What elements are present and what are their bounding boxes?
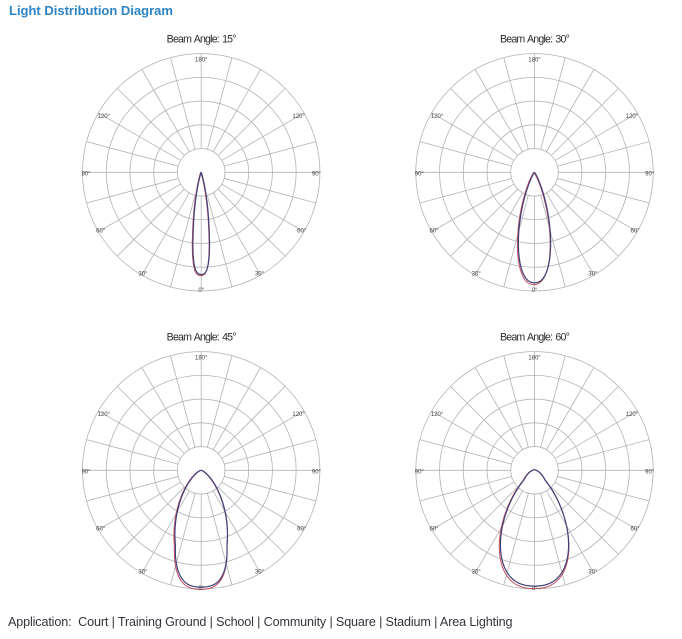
svg-text:Beam Angle: 30°: Beam Angle: 30° bbox=[500, 34, 570, 46]
svg-text:30°: 30° bbox=[472, 271, 482, 277]
svg-text:90°: 90° bbox=[415, 469, 425, 475]
svg-text:120°: 120° bbox=[431, 412, 444, 418]
svg-text:30°: 30° bbox=[255, 271, 265, 277]
svg-text:90°: 90° bbox=[81, 469, 91, 475]
svg-text:120°: 120° bbox=[626, 412, 639, 418]
svg-text:120°: 120° bbox=[292, 114, 305, 120]
svg-text:120°: 120° bbox=[98, 114, 111, 120]
svg-text:0°: 0° bbox=[532, 586, 538, 592]
svg-text:180°: 180° bbox=[528, 355, 541, 361]
svg-text:60°: 60° bbox=[630, 526, 640, 532]
svg-text:60°: 60° bbox=[429, 228, 439, 234]
svg-text:120°: 120° bbox=[626, 114, 639, 120]
svg-text:60°: 60° bbox=[96, 228, 106, 234]
svg-text:90°: 90° bbox=[415, 171, 425, 177]
svg-text:0°: 0° bbox=[198, 586, 204, 592]
svg-text:60°: 60° bbox=[297, 526, 307, 532]
svg-text:0°: 0° bbox=[198, 288, 204, 294]
svg-text:60°: 60° bbox=[429, 526, 439, 532]
svg-text:Beam Angle: 45°: Beam Angle: 45° bbox=[167, 332, 237, 344]
svg-text:30°: 30° bbox=[588, 271, 598, 277]
svg-text:30°: 30° bbox=[138, 569, 148, 575]
svg-text:60°: 60° bbox=[297, 228, 307, 234]
svg-text:90°: 90° bbox=[645, 469, 655, 475]
svg-text:30°: 30° bbox=[472, 569, 482, 575]
svg-text:120°: 120° bbox=[292, 412, 305, 418]
svg-text:90°: 90° bbox=[312, 469, 322, 475]
svg-text:90°: 90° bbox=[645, 171, 655, 177]
svg-text:30°: 30° bbox=[588, 569, 598, 575]
svg-text:30°: 30° bbox=[255, 569, 265, 575]
svg-text:Beam Angle: 15°: Beam Angle: 15° bbox=[167, 34, 237, 46]
svg-text:60°: 60° bbox=[96, 526, 106, 532]
svg-text:90°: 90° bbox=[312, 171, 322, 177]
svg-text:120°: 120° bbox=[98, 412, 111, 418]
svg-text:Beam Angle: 60°: Beam Angle: 60° bbox=[500, 332, 570, 344]
svg-text:90°: 90° bbox=[81, 171, 91, 177]
svg-text:0°: 0° bbox=[532, 288, 538, 294]
svg-text:60°: 60° bbox=[630, 228, 640, 234]
svg-text:30°: 30° bbox=[138, 271, 148, 277]
svg-text:180°: 180° bbox=[528, 57, 541, 63]
svg-text:180°: 180° bbox=[195, 57, 208, 63]
svg-text:120°: 120° bbox=[431, 114, 444, 120]
svg-text:180°: 180° bbox=[195, 355, 208, 361]
